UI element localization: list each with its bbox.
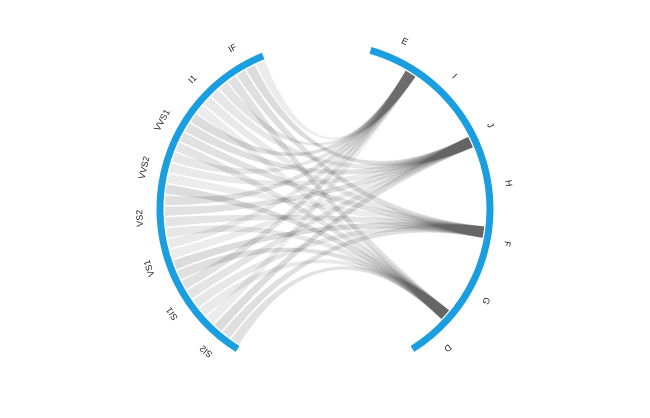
node-label-if: IF [227,41,239,54]
node-label-i1: I1 [186,73,198,85]
node-label-vs1: VS1 [142,259,157,278]
left-arc[interactable] [156,52,265,352]
ribbon [221,223,485,339]
node-label-d: D [442,342,454,354]
node-label-vvs1: VVS1 [152,108,172,133]
node-label-f: F [502,240,513,248]
node-label-vvs2: VVS2 [137,155,152,180]
node-label-h: H [503,179,514,187]
node-label-g: G [480,295,492,306]
ribbon [205,69,417,325]
ribbon [230,265,450,346]
node-label-si2: SI2 [198,343,215,359]
node-label-si1: SI1 [164,305,180,322]
arcs-layer [156,47,494,352]
right-arc[interactable] [369,47,494,352]
node-label-vs2: VS2 [134,210,145,227]
node-label-e: E [400,36,410,48]
node-label-j: J [485,121,496,130]
node-label-i: I [450,72,459,81]
ribbon [213,136,474,333]
ribbons-layer [164,59,485,346]
